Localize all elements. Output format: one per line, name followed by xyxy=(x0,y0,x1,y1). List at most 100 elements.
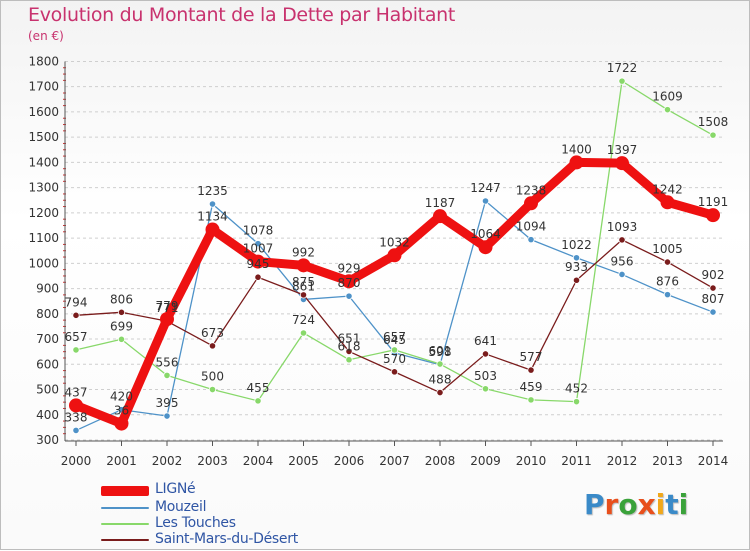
y-tick-label: 600 xyxy=(36,357,59,371)
data-label: 1235 xyxy=(197,184,228,198)
data-label: 577 xyxy=(520,350,543,364)
data-point xyxy=(299,291,308,299)
data-label: 861 xyxy=(292,279,315,293)
proxiti-logo: Proxiti xyxy=(584,488,688,521)
data-point xyxy=(618,236,626,244)
y-tick-label: 800 xyxy=(36,307,59,321)
data-label: 1238 xyxy=(516,183,547,197)
data-point xyxy=(660,195,675,210)
data-label: 657 xyxy=(383,330,406,344)
data-point xyxy=(481,350,490,358)
data-label: 699 xyxy=(110,319,133,333)
data-label: 875 xyxy=(292,275,315,289)
data-label: 1247 xyxy=(470,181,501,195)
x-tick-label: 2008 xyxy=(425,454,456,468)
data-label: 618 xyxy=(338,340,361,354)
y-tick-label: 1500 xyxy=(28,130,59,144)
y-tick-label: 400 xyxy=(36,408,59,422)
data-point xyxy=(208,385,217,394)
legend-label-saint-mars: Saint-Mars-du-Désert xyxy=(155,531,298,547)
legend-label-les-touches: Les Touches xyxy=(155,515,236,531)
data-label: 1722 xyxy=(607,61,638,75)
data-label: 645 xyxy=(383,333,406,347)
data-label: 1022 xyxy=(561,238,592,252)
data-point xyxy=(299,329,308,337)
x-tick-label: 2014 xyxy=(698,454,729,468)
data-point xyxy=(114,416,129,431)
y-tick-label: 1000 xyxy=(28,256,59,270)
data-label: 771 xyxy=(156,301,179,315)
x-tick-label: 2006 xyxy=(334,454,365,468)
data-label: 1005 xyxy=(652,242,683,256)
data-label: 452 xyxy=(565,382,588,396)
data-point xyxy=(709,284,717,292)
data-point xyxy=(208,200,217,208)
data-label: 395 xyxy=(156,396,179,410)
data-label: 459 xyxy=(520,380,543,394)
data-label: 876 xyxy=(656,275,679,289)
data-label: 1078 xyxy=(243,224,274,238)
data-label: 806 xyxy=(110,292,133,306)
y-tick-label: 1200 xyxy=(28,206,59,220)
legend-swatch-saint-mars xyxy=(101,539,149,541)
logo-letter: o xyxy=(618,488,638,521)
data-point xyxy=(615,156,629,171)
y-tick-label: 1800 xyxy=(28,54,59,68)
data-label: 992 xyxy=(292,245,315,259)
data-label: 1064 xyxy=(470,227,501,241)
data-point xyxy=(163,412,171,420)
y-tick-label: 1100 xyxy=(28,231,59,245)
data-point xyxy=(527,366,535,374)
data-label: 1094 xyxy=(516,220,547,234)
logo-letter: x xyxy=(637,488,656,521)
data-point xyxy=(117,308,126,316)
data-label: 870 xyxy=(338,276,361,290)
data-point xyxy=(663,106,672,114)
data-point xyxy=(208,342,217,350)
data-label: 338 xyxy=(65,410,88,424)
data-point xyxy=(69,398,83,413)
data-point xyxy=(481,197,490,205)
data-label: 779 xyxy=(156,299,179,313)
legend-swatch-ligne xyxy=(101,486,149,496)
data-label: 651 xyxy=(338,331,361,345)
data-label: 36 xyxy=(114,404,129,418)
data-label: 933 xyxy=(565,260,588,274)
data-point xyxy=(390,368,399,376)
data-label: 673 xyxy=(201,326,224,340)
data-point xyxy=(390,346,399,354)
data-point xyxy=(572,254,581,262)
x-tick-label: 2009 xyxy=(470,454,501,468)
data-label: 929 xyxy=(338,261,361,275)
y-tick-label: 500 xyxy=(36,383,59,397)
data-point xyxy=(296,258,311,273)
x-tick-label: 2002 xyxy=(152,454,183,468)
data-label: 657 xyxy=(65,330,88,344)
data-point xyxy=(72,426,80,435)
data-point xyxy=(709,131,717,139)
data-point xyxy=(345,292,353,300)
data-label: 724 xyxy=(292,313,315,327)
logo-letter: i xyxy=(678,488,689,521)
legend-swatch-les-touches xyxy=(101,523,149,525)
legend-swatch-mouzeil xyxy=(101,507,149,509)
x-tick-label: 2007 xyxy=(379,454,410,468)
data-point xyxy=(618,77,626,85)
series-line-0 xyxy=(71,157,718,429)
x-tick-label: 2003 xyxy=(197,454,228,468)
data-label: 1093 xyxy=(607,220,638,234)
data-label: 488 xyxy=(429,373,452,387)
data-label: 601 xyxy=(429,344,452,358)
y-tick-label: 300 xyxy=(36,433,59,447)
data-label: 556 xyxy=(156,355,179,369)
x-tick-label: 2011 xyxy=(561,454,592,468)
data-point xyxy=(527,396,535,404)
data-point xyxy=(527,236,535,244)
data-point xyxy=(345,347,353,356)
chart-title: Evolution du Montant de la Dette par Hab… xyxy=(28,4,456,26)
legend-label-mouzeil: Mouzeil xyxy=(155,499,207,515)
logo-letter: P xyxy=(584,488,605,521)
y-tick-label: 1400 xyxy=(28,155,59,169)
chart-subtitle: (en €) xyxy=(28,29,64,43)
